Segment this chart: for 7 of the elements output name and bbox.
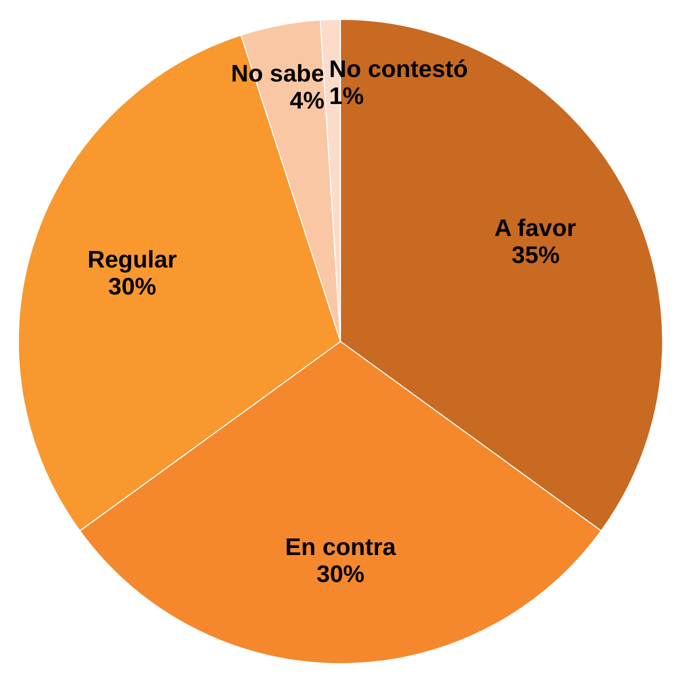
- data-label: 30%: [316, 561, 365, 588]
- slice-label: A favor: [494, 214, 576, 242]
- data-label: 35%: [512, 242, 560, 269]
- data-label: 4%: [290, 88, 324, 115]
- slice-label: Regular: [88, 246, 177, 274]
- slice-label: En contra: [285, 534, 396, 562]
- data-label: 30%: [108, 274, 156, 301]
